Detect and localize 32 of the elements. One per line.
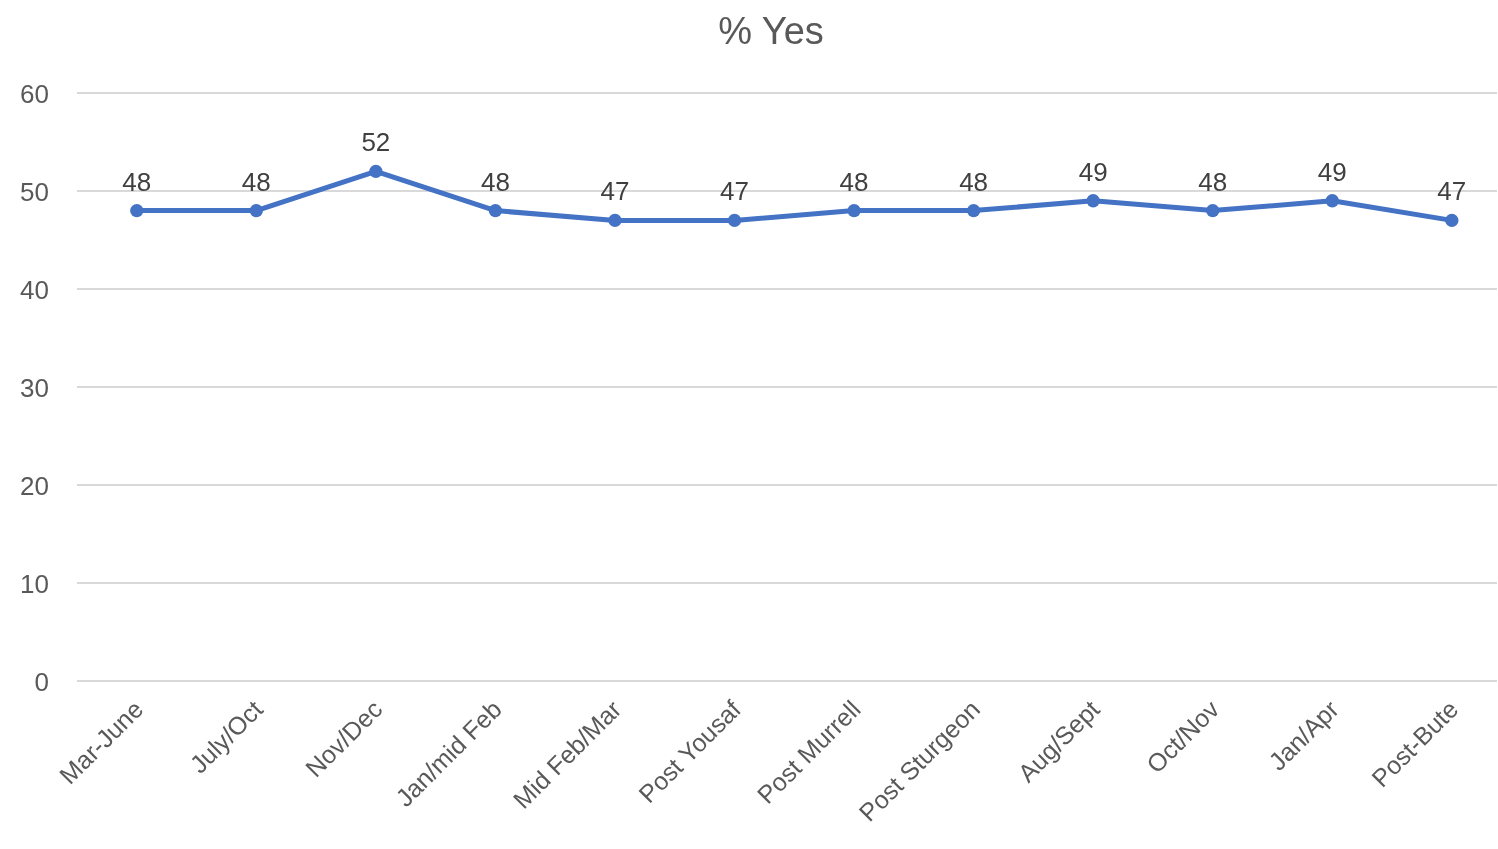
point [249, 203, 263, 218]
point [1325, 194, 1339, 208]
data-label: 48 [122, 166, 152, 197]
data-label: 48 [1198, 166, 1228, 197]
point [966, 203, 981, 218]
chart-title: % Yes [718, 10, 824, 52]
data-label: 48 [959, 166, 989, 197]
data-label: 47 [1437, 176, 1467, 207]
y-tick-label: 50 [20, 176, 49, 207]
data-label: 48 [480, 166, 510, 197]
data-label: 48 [839, 166, 869, 197]
point [1206, 203, 1220, 218]
y-tick-label: 0 [34, 666, 49, 697]
y-tick-label: 10 [20, 568, 49, 599]
y-tick-label: 20 [20, 470, 49, 501]
point [847, 203, 861, 218]
data-label: 47 [720, 176, 749, 207]
data-label: 49 [1317, 156, 1347, 187]
data-label: 48 [241, 166, 271, 197]
data-label: 49 [1078, 156, 1108, 187]
point [130, 203, 144, 218]
data-label: 47 [600, 176, 630, 207]
point [727, 213, 742, 228]
point [1086, 194, 1100, 208]
y-tick-label: 40 [20, 274, 49, 305]
point [488, 203, 503, 218]
data-label: 52 [361, 127, 391, 158]
point [1445, 213, 1459, 228]
y-tick-label: 30 [20, 372, 49, 403]
point [608, 213, 622, 228]
y-tick-label: 60 [20, 78, 49, 109]
point [369, 164, 383, 179]
